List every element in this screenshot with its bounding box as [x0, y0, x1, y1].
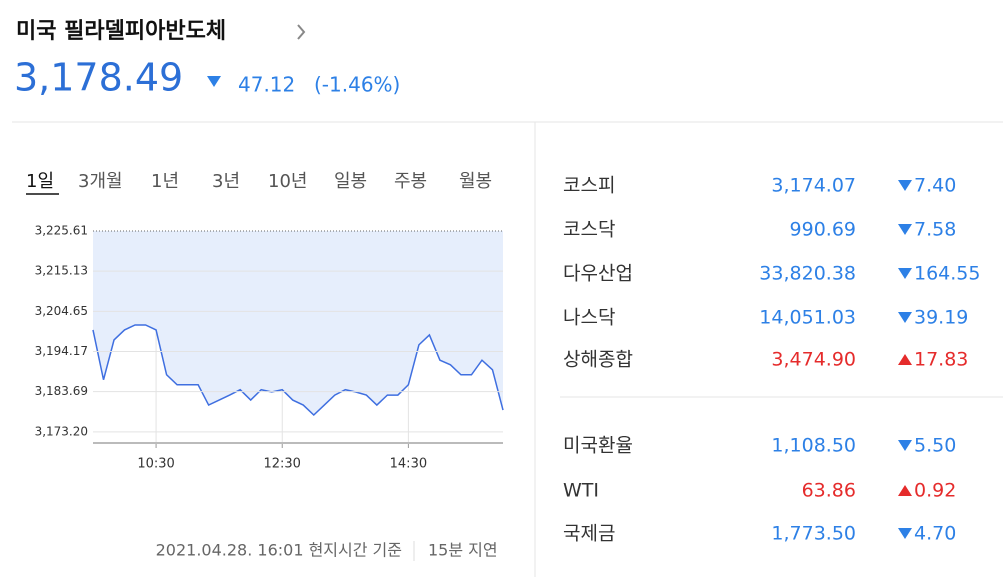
change-triangle [898, 312, 912, 323]
change-triangle [898, 354, 912, 365]
period-tab[interactable]: 3년 [212, 171, 240, 192]
change-triangle [898, 485, 912, 496]
change-triangle [898, 528, 912, 539]
delay: 15분 지연 [428, 541, 498, 560]
period-tab[interactable]: 10년 [268, 171, 307, 192]
timestamp: 2021.04.28. 16:01 현지시간 기준 [156, 541, 402, 560]
index-change: 0.92 [914, 480, 956, 502]
index-value: 990.69 [790, 219, 856, 241]
index-name[interactable]: 코스피 [563, 175, 615, 197]
index-value: 1,108.50 [771, 435, 856, 457]
index-change: 7.58 [914, 219, 956, 241]
change-triangle [898, 180, 912, 191]
index-change: 5.50 [914, 435, 956, 457]
area [93, 231, 503, 416]
index-value: 1,773.50 [771, 523, 856, 545]
period-tab[interactable]: 월봉 [459, 171, 492, 192]
index-name[interactable]: 국제금 [563, 523, 615, 545]
x-tick-label: 14:30 [390, 457, 427, 472]
period-tab[interactable]: 1일 [26, 171, 54, 192]
index-change: 39.19 [914, 307, 968, 329]
index-value: 3,474.90 [771, 349, 856, 371]
period-tab[interactable]: 1년 [151, 171, 179, 192]
index-name[interactable]: 다우산업 [563, 263, 633, 285]
index-value: 33,820.38 [759, 263, 856, 285]
y-tick-label: 3,215.13 [35, 264, 88, 278]
change-rate: (-1.46%) [314, 73, 400, 97]
price: 3,178.49 [14, 56, 183, 100]
index-name[interactable]: WTI [563, 480, 599, 502]
title-arrow[interactable] [297, 24, 306, 40]
index-value: 3,174.07 [771, 175, 856, 197]
index-change: 4.70 [914, 523, 956, 545]
title[interactable]: 미국 필라델피아반도체 [16, 19, 226, 44]
period-tab[interactable]: 주봉 [394, 171, 427, 192]
y-tick-label: 3,225.61 [35, 224, 88, 238]
change: 47.12 [238, 73, 295, 97]
change-triangle [207, 76, 221, 87]
index-name[interactable]: 미국환율 [563, 435, 633, 457]
y-tick-label: 3,204.65 [35, 304, 88, 318]
x-tick-label: 12:30 [263, 457, 300, 472]
change-triangle [898, 268, 912, 279]
line [92, 324, 504, 417]
period-tab[interactable]: 3개월 [78, 171, 123, 192]
index-name[interactable]: 나스닥 [563, 307, 615, 329]
change-triangle [898, 224, 912, 235]
index-change: 7.40 [914, 175, 956, 197]
index-change: 164.55 [914, 263, 980, 285]
x-tick-label: 10:30 [137, 457, 174, 472]
y-tick-label: 3,194.17 [35, 344, 88, 358]
index-value: 14,051.03 [759, 307, 856, 329]
y-tick-label: 3,173.20 [35, 424, 88, 438]
index-value: 63.86 [802, 480, 856, 502]
index-name[interactable]: 상해종합 [563, 349, 633, 371]
change-triangle [898, 440, 912, 451]
index-name[interactable]: 코스닥 [563, 219, 615, 241]
index-change: 17.83 [914, 349, 968, 371]
y-tick-label: 3,183.69 [35, 384, 88, 398]
period-tab[interactable]: 일봉 [334, 171, 367, 192]
